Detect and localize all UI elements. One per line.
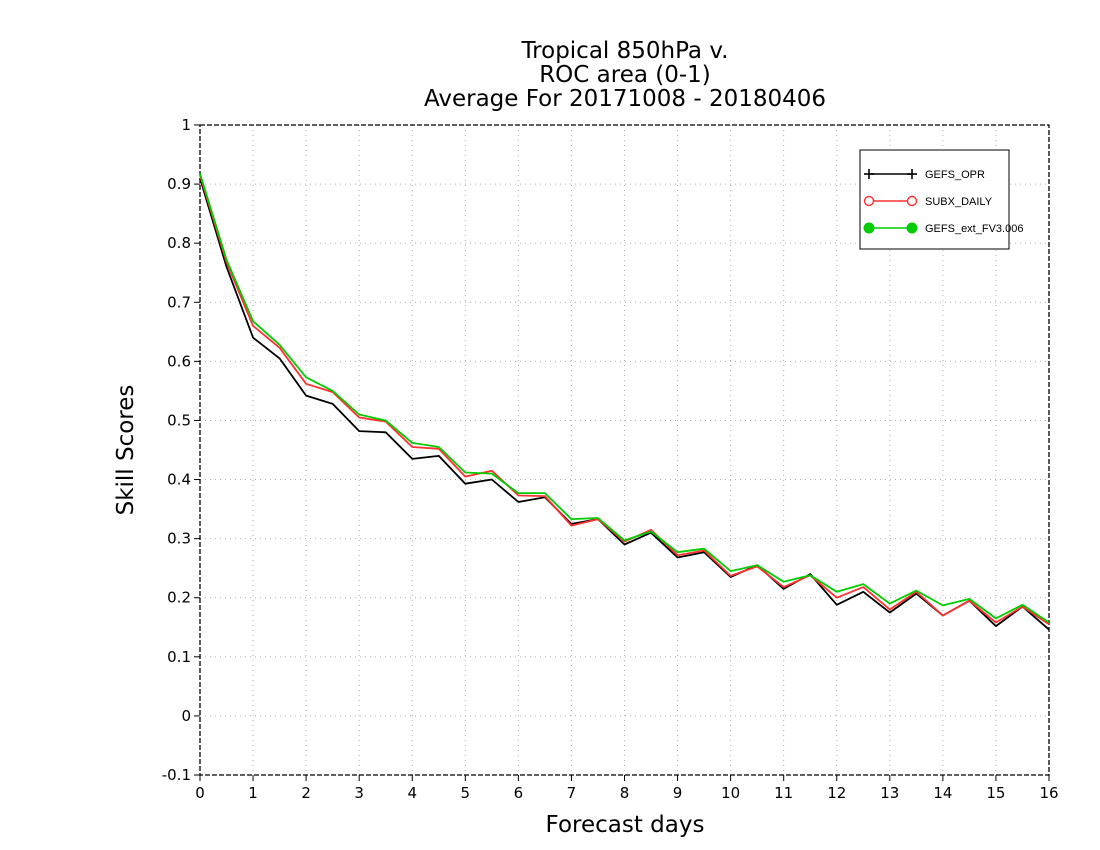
chart-title: Tropical 850hPa v. ROC area (0-1) Averag… xyxy=(424,38,826,112)
x-tick-label: 14 xyxy=(933,784,952,802)
x-tick-label: 12 xyxy=(827,784,846,802)
title-line-2: ROC area (0-1) xyxy=(539,62,711,88)
y-tick-label: 0.8 xyxy=(167,234,191,252)
legend-label-2: GEFS_ext_FV3.006 xyxy=(925,223,1023,235)
x-tick-label: 4 xyxy=(407,784,417,802)
series-line-0 xyxy=(199,177,1050,631)
legend: GEFS_OPR SUBX_DAILY GEFS_ext_FV3.006 xyxy=(859,149,1023,250)
legend-box xyxy=(859,149,1010,250)
x-tick-label: 1 xyxy=(248,784,258,802)
x-tick-label: 11 xyxy=(774,784,793,802)
y-tick-label: 0.6 xyxy=(167,352,191,370)
y-tick-label: 0.3 xyxy=(167,530,191,548)
title-line-1: Tropical 850hPa v. xyxy=(521,38,729,64)
y-tick-label: 0.2 xyxy=(167,589,191,607)
legend-label-1: SUBX_DAILY xyxy=(925,196,993,208)
legend-marker-filled-circle xyxy=(906,222,918,234)
x-tick-label: 0 xyxy=(195,784,205,802)
x-axis-label: Forecast days xyxy=(546,812,705,838)
y-tick-label: 0.5 xyxy=(167,411,191,429)
x-tick-label: 7 xyxy=(567,784,577,802)
legend-marker-open-circle xyxy=(863,195,875,207)
axis-ticks: 0 1 2 3 4 5 6 7 8 9 10 11 12 13 14 15 16-0.100.10.20.30.… xyxy=(162,116,1059,802)
grid xyxy=(200,125,1049,775)
legend-marker-filled-circle xyxy=(863,222,875,234)
x-tick-label: 5 xyxy=(461,784,471,802)
y-tick-label: 0.7 xyxy=(167,293,191,311)
x-tick-label: 9 xyxy=(673,784,683,802)
x-tick-label: 16 xyxy=(1039,784,1058,802)
x-tick-label: 15 xyxy=(986,784,1005,802)
y-tick-label: 0.9 xyxy=(167,175,191,193)
x-tick-label: 3 xyxy=(354,784,364,802)
x-tick-label: 10 xyxy=(721,784,740,802)
series-lines xyxy=(199,173,1050,631)
y-axis-label: Skill Scores xyxy=(113,385,139,516)
y-tick-label: 0 xyxy=(181,707,191,725)
legend-marker-open-circle xyxy=(906,195,918,207)
plot-frame xyxy=(199,124,1050,776)
series-line-1 xyxy=(199,174,1050,626)
y-tick-label: 0.4 xyxy=(167,471,191,489)
title-line-3: Average For 20171008 - 20180406 xyxy=(424,86,826,112)
x-tick-label: 8 xyxy=(620,784,630,802)
y-tick-label: 1 xyxy=(181,116,191,134)
y-tick-label: 0.1 xyxy=(167,648,191,666)
series-line-2 xyxy=(199,173,1050,624)
y-tick-label: -0.1 xyxy=(162,766,191,784)
x-tick-label: 2 xyxy=(301,784,311,802)
legend-label-0: GEFS_OPR xyxy=(925,169,985,181)
x-tick-label: 13 xyxy=(880,784,899,802)
x-tick-label: 6 xyxy=(514,784,524,802)
